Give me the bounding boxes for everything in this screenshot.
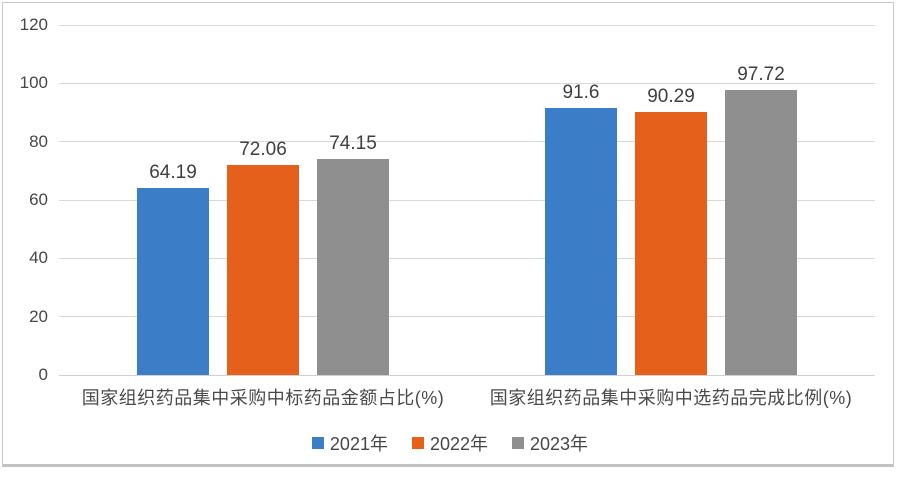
legend-item-2022年: 2022年 <box>411 430 489 456</box>
gridline-100 <box>59 82 875 84</box>
bar-2022年-cat1 <box>227 164 299 375</box>
y-tick-label-120: 120 <box>19 15 48 34</box>
legend-label: 2022年 <box>429 434 489 454</box>
gridline-40 <box>59 257 875 259</box>
data-label-2021年-cat1: 64.19 <box>149 161 197 183</box>
legend-swatch-icon <box>512 437 525 449</box>
legend-item-2023年: 2023年 <box>512 430 588 456</box>
y-tick-label-100: 100 <box>19 73 48 93</box>
gridline-60 <box>59 199 875 201</box>
gridline-0 <box>59 374 875 376</box>
bar-2022年-cat2 <box>635 111 707 375</box>
y-tick-label-40: 40 <box>29 248 48 268</box>
legend: 2021年 2022年 2023年 <box>0 431 900 455</box>
bar-2023年-cat2 <box>725 89 797 375</box>
gridline-20 <box>59 316 875 318</box>
y-tick-label-80: 80 <box>29 131 48 151</box>
legend-swatch-icon <box>311 437 324 449</box>
y-tick-label-20: 20 <box>29 306 48 326</box>
legend-label: 2021年 <box>329 434 388 454</box>
bar-2023年-cat1 <box>317 158 389 375</box>
data-label-2022年-cat1: 72.06 <box>239 138 287 160</box>
y-tick-label-0: 0 <box>38 365 48 384</box>
bar-2021年-cat2 <box>545 107 617 375</box>
data-label-2022年-cat2: 90.29 <box>647 85 695 107</box>
data-label-2023年-cat2: 97.72 <box>737 63 785 85</box>
data-label-2021年-cat2: 91.6 <box>562 81 600 103</box>
gridline-120 <box>59 24 875 26</box>
legend-item-2021年: 2021年 <box>311 430 388 456</box>
bar-2021年-cat1 <box>137 187 209 375</box>
category-label-2: 国家组织药品集中采购中选药品完成比例(%) <box>489 388 853 408</box>
gridline-80 <box>59 141 875 143</box>
data-label-2023年-cat1: 74.15 <box>329 132 377 154</box>
y-tick-label-60: 60 <box>29 190 48 209</box>
category-label-1: 国家组织药品集中采购中标药品金额占比(%) <box>81 388 445 408</box>
legend-label: 2023年 <box>530 434 589 454</box>
legend-swatch-icon <box>411 437 424 449</box>
